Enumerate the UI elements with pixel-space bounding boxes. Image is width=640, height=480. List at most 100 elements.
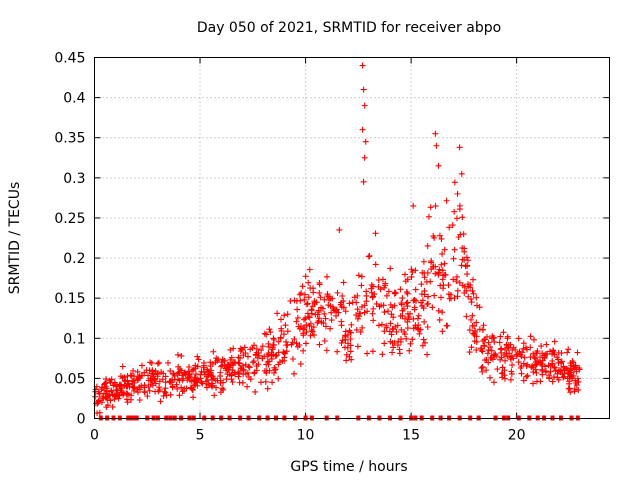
data-point — [190, 366, 197, 373]
data-point — [178, 352, 185, 359]
data-point — [364, 350, 371, 357]
data-point — [373, 300, 380, 307]
data-point — [230, 345, 237, 352]
data-point — [435, 307, 442, 314]
data-point — [463, 254, 470, 261]
data-point — [411, 296, 418, 303]
data-point — [323, 347, 330, 354]
data-point — [265, 361, 272, 368]
data-point — [569, 358, 576, 365]
data-point — [356, 310, 363, 317]
data-point — [418, 299, 425, 306]
data-point — [265, 343, 272, 350]
data-point — [119, 363, 126, 370]
data-point — [351, 294, 358, 301]
data-point — [575, 386, 582, 393]
data-point — [543, 341, 550, 348]
data-point — [307, 285, 314, 292]
data-point — [258, 347, 265, 354]
data-point — [439, 276, 446, 283]
data-point — [178, 384, 185, 391]
data-point — [473, 319, 480, 326]
data-point — [451, 179, 458, 186]
data-point — [101, 380, 108, 387]
data-point — [307, 320, 314, 327]
data-point — [404, 318, 411, 325]
data-point — [289, 339, 296, 346]
data-point — [212, 359, 219, 366]
data-point — [404, 325, 411, 332]
x-tick-label: 0 — [90, 428, 99, 444]
data-point — [299, 283, 306, 290]
data-point — [316, 315, 323, 322]
data-point — [441, 246, 448, 253]
data-point — [466, 349, 473, 356]
data-point — [321, 310, 328, 317]
data-point — [357, 328, 364, 335]
data-point — [497, 333, 504, 340]
data-point — [473, 338, 480, 345]
data-point — [391, 289, 398, 296]
data-point — [166, 378, 173, 385]
data-point — [346, 327, 353, 334]
data-point — [190, 382, 197, 389]
data-point — [192, 374, 199, 381]
data-point — [190, 394, 197, 401]
x-tick-label: 10 — [297, 428, 315, 444]
data-point — [301, 291, 308, 298]
plot-frame — [94, 57, 610, 419]
data-point — [271, 369, 278, 376]
data-points — [92, 62, 583, 421]
data-point — [144, 393, 151, 400]
data-point — [160, 370, 167, 377]
axis-ticks: 0 0.05 0.1 0.15 0.2 0.25 0.3 0.35 0.4 0.45 0 5 10 15 2… — [54, 51, 610, 444]
data-point — [297, 360, 304, 367]
data-point — [227, 356, 234, 363]
data-point — [354, 315, 361, 322]
data-point — [343, 351, 350, 358]
data-point — [479, 338, 486, 345]
data-point — [375, 322, 382, 329]
data-point — [427, 204, 434, 211]
data-point — [338, 339, 345, 346]
data-point — [340, 279, 347, 286]
data-point — [370, 317, 377, 324]
data-point — [273, 352, 280, 359]
data-point — [551, 351, 558, 358]
data-point — [502, 357, 509, 364]
data-point — [551, 338, 558, 345]
data-point — [275, 375, 282, 382]
data-point — [229, 379, 236, 385]
data-point — [157, 398, 164, 405]
data-point — [156, 378, 163, 385]
data-point — [298, 290, 305, 297]
data-point — [530, 380, 537, 387]
data-point — [436, 316, 443, 323]
data-point — [102, 383, 109, 390]
data-point — [155, 359, 162, 366]
data-point — [175, 376, 182, 383]
data-point — [566, 380, 573, 387]
data-point — [459, 214, 466, 221]
data-point — [218, 363, 225, 370]
data-point — [369, 310, 376, 317]
data-point — [361, 302, 368, 309]
data-point — [477, 345, 484, 352]
data-point — [533, 369, 540, 376]
data-point — [156, 386, 163, 393]
data-point — [504, 353, 511, 360]
data-point — [342, 308, 349, 315]
data-point — [382, 280, 389, 287]
data-point — [240, 371, 247, 378]
data-point — [449, 222, 456, 229]
data-point — [438, 235, 445, 242]
data-point — [379, 276, 386, 283]
data-point — [398, 301, 405, 308]
data-point — [254, 354, 261, 361]
data-point — [432, 130, 439, 137]
data-point — [330, 306, 337, 313]
data-point — [306, 266, 313, 273]
data-point — [272, 366, 279, 373]
y-tick-label: 0 — [77, 412, 86, 428]
